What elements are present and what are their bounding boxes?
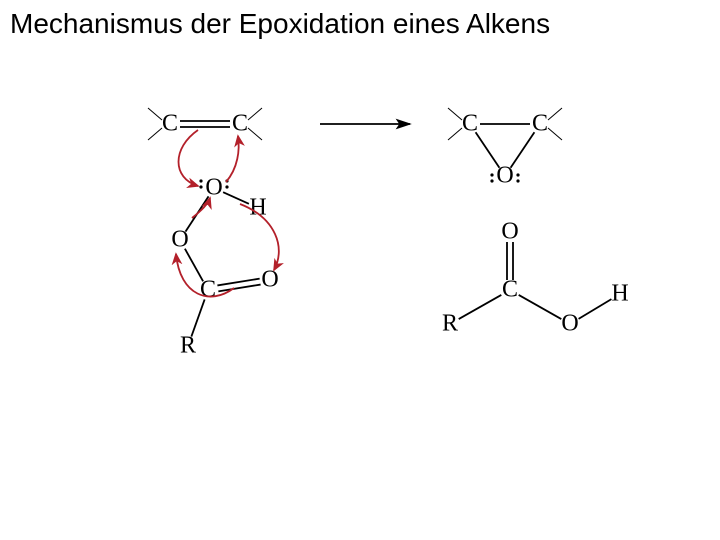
page-title: Mechanismus der Epoxidation eines Alkens [10,8,550,40]
atom-C_right: C [232,111,248,137]
curved-arrow [179,130,199,186]
atom-O_carbonyl: O [261,267,278,293]
atom-C_left: C [162,111,178,137]
atom-O_carbonyl: O [501,219,518,245]
mechanism-svg: CCOHOCORCCOOCROH [80,90,640,450]
atom-C_carbonyl: C [200,277,216,303]
mechanism-diagram: CCOHOCORCCOOCROH [80,90,640,450]
atom-C_left: C [462,111,478,137]
atom-O_epoxide: O [496,163,513,189]
atom-O_hydroxyl: O [561,311,578,337]
atom-O_ester: O [171,227,188,253]
atom-R: R [180,333,196,359]
atom-R: R [442,311,458,337]
curved-arrow [226,136,239,182]
atom-O_peroxy: O [205,175,222,201]
atom-H: H [611,281,628,307]
atom-H: H [249,195,266,221]
atom-C_right: C [532,111,548,137]
atom-C_carbonyl: C [502,277,518,303]
curved-arrow [240,204,279,270]
